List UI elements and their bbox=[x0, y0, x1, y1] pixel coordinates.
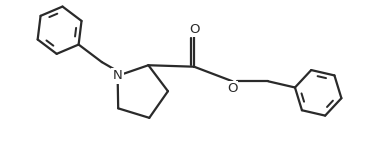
Text: N: N bbox=[113, 69, 122, 82]
Text: O: O bbox=[189, 23, 199, 36]
Text: O: O bbox=[227, 82, 238, 95]
